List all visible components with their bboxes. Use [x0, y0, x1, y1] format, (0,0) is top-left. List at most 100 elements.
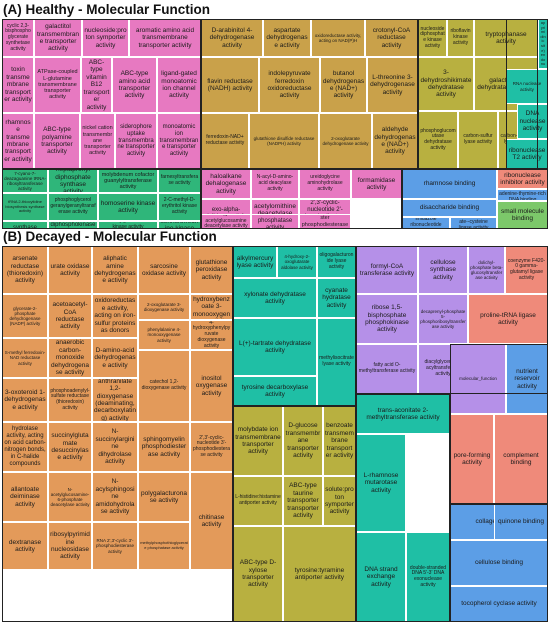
treemap-cell-succinylglutamate-desuccinylase-activity: succinylglutamate desuccinylase activity	[48, 422, 92, 472]
treemap-cell-label: ABC-type vitamin B12 transporter activit…	[83, 58, 110, 111]
treemap-cell-2-oxoglutarate-dehydrogenase-activity: 2-oxoglutarate dehydrogenase activity	[319, 113, 372, 169]
treemap-cell-label: D-arabinitol 4-dehydrogenase activity	[209, 26, 255, 49]
treemap-cell-dna-apurinic-or-apyrimidinic-site-endonu: DNA-(apurinic or apyrimidinic site) endo…	[538, 19, 548, 69]
treemap-cell-label: disaccharide binding	[419, 204, 480, 212]
treemap-cell-label: 2-oxoglutarate 3-dioxygenase activity	[143, 301, 185, 312]
treemap-cell-label: galactitol transmembrane transporter act…	[37, 23, 79, 53]
treemap-cell-2-oxoglutarate-3-dioxygenase-activity: 2-oxoglutarate 3-dioxygenase activity	[138, 294, 190, 320]
treemap-cell-label: cellulose synthase activity	[429, 258, 457, 281]
treemap-cell-haloalkane-dehalogenase-activity: haloalkane dehalogenase activity	[201, 169, 251, 199]
treemap-cell-label: arsenate reductase (thioredoxin) activit…	[6, 255, 44, 285]
treemap-cell-label: rhamnose binding	[423, 180, 476, 188]
treemap-cell-label: tryptophanase activity	[485, 30, 527, 45]
treemap-cell-l-histidine-histamine-antiporter-activit: L-histidine:histamine antiporter activit…	[233, 476, 283, 526]
treemap-cell-abc-type-amino-acid-transporter-activity: ABC-type amino acid transporter activity	[112, 57, 157, 113]
treemap-cell-ribose-1-5-bisphosphate-phosphokinase-ac: ribose 1,5-bisphosphate phosphokinase ac…	[356, 294, 418, 344]
treemap-cell-label: oligogalacturonide lyase activity	[319, 252, 354, 270]
treemap-cell-label: dextranase activity	[8, 538, 42, 553]
treemap-cell-label: haloalkane dehalogenase activity	[205, 172, 247, 195]
treemap-cell-label: 4-hydroxyphenylpyruvate dioxygenase acti…	[192, 320, 231, 349]
treemap-cell-label: monoatomic ion transmembrane transporter…	[159, 123, 199, 158]
treemap-cell-label: farnesyltransferase activity	[160, 174, 199, 186]
treemap-cell-alkaline-phosphatase-activity: alkaline phosphatase activity	[251, 214, 299, 229]
treemap-cell-label: alkylmercury lyase activity	[236, 254, 274, 269]
treemap-cell-label: polygalacturonase activity	[141, 489, 187, 504]
treemap-cell-label: molybdenum cofactor guanylyltransferase …	[101, 171, 155, 191]
treemap-cell-5-carboxyamino-imidazole-ribonucleotide-: 5-carboxyamino-imidazole ribonucleotide …	[402, 217, 450, 229]
treemap-cell-label: proline-tRNA ligase activity	[480, 311, 536, 326]
treemap-cell-label: N-acyl-D-amino-acid deacylase activity	[256, 174, 294, 192]
treemap-cell-label: siderophore uptake transmembrane transpo…	[117, 123, 155, 158]
treemap-cell-label: aromatic amino acid transmembrane transp…	[135, 26, 195, 49]
treemap-cell-label: ribonuclease T2 activity	[508, 146, 546, 161]
treemap-cell-rhamnose-binding: rhamnose binding	[402, 169, 497, 199]
treemap-cell-label: inositol oxygenase activity	[195, 374, 228, 397]
treemap-cell-label: cyanate hydratase activity	[322, 286, 351, 309]
treemap-cell-label: methylisocitrate lyase activity	[319, 355, 354, 367]
treemap-cell-d-glucose-transmembrane-transporter-acti: D-glucose transmembrane transporter acti…	[283, 406, 323, 476]
treemap-cell-homoserine-kinase-activity: homoserine kinase activity	[98, 193, 158, 221]
treemap-cell-label: diacylglycerol O-acyltransferase activit…	[424, 359, 462, 377]
treemap-cell-tryptophanase-activity: tryptophanase activity	[474, 19, 538, 57]
treemap-cell-toxin-transmembrane-transporter-activity: toxin transmembrane transporter activity	[2, 57, 34, 113]
treemap-cell-acetoacetyl-coa-reductase-activity: acetoacetyl-CoA reductase activity	[48, 294, 92, 338]
treemap-cell-abc-type-vitamin-b12-transporter-activit: ABC-type vitamin B12 transporter activit…	[81, 57, 112, 113]
treemap-cell-carbon-sulfur-lyase-activity: carbon-sulfur lyase activity	[458, 111, 498, 169]
treemap-cell-label: fatty acid O-methyltransferase activity	[358, 362, 416, 374]
treemap-cell-label: glycerophosphodiester phosphodiesterase …	[301, 215, 349, 228]
treemap-cell-3-dehydroshikimate-dehydratase-activity: 3-dehydroshikimate dehydratase activity	[418, 57, 474, 111]
treemap-cell-dna-nuclease-activity: DNA nuclease activity	[517, 104, 548, 139]
treemap-cell-label: nucleoside:proton symporter activity	[84, 26, 127, 49]
treemap-cell-label: toxin transmembrane transporter activity	[4, 66, 32, 104]
treemap-cell-label: molybdate ion transmembrane transporter …	[235, 426, 281, 456]
treemap-cell-cyclic-2-3-bisphosphoglycerate-synthetas: cyclic 2,3-bisphosphoglycerate synthetas…	[2, 19, 34, 57]
treemap-cell-label: L-threonine 3-dehydrogenase activity	[370, 73, 415, 96]
treemap-cell-label: xylonate dehydratase activity	[244, 290, 306, 305]
treemap-cell-rhamnose-transmembrane-transporter-activ: rhamnose transmembrane transporter activ…	[2, 113, 34, 169]
treemap-cell-protein-serine-threonine-kinase-activity: protein serine/threonine kinase activity	[158, 221, 201, 229]
treemap-cell-formyl-coa-transferase-activity: formyl-CoA transferase activity	[356, 246, 418, 294]
treemap-cell-label: glutathione disulfide reductase (NADPH) …	[253, 135, 315, 146]
treemap-cell-phenylalanine-4-monooxygenase-activity: phenylalanine 4-monooxygenase activity	[138, 320, 190, 350]
treemap-cell-label: decaprenyl-phosphate 5-phosphoribosyltra…	[420, 308, 466, 330]
treemap-cell-label: succinylglutamate desuccinylase activity	[51, 432, 89, 462]
treemap-cell-2-3-cyclic-nucleotide-3-phosphodiesteras: 2',3'-cyclic-nucleotide 3'-phosphodieste…	[190, 422, 233, 472]
treemap-cell-rna-nuclease-activity: RNA nuclease activity	[506, 69, 548, 104]
treemap-cell-label: benzoate transmembrane transporter activ…	[325, 422, 354, 460]
treemap-cell-label: DNA nuclease activity	[519, 110, 546, 133]
treemap-cell-label: cellulose binding	[474, 559, 524, 567]
treemap-cell-proline-trna-ligase-activity: proline-tRNA ligase activity	[468, 294, 548, 344]
treemap-cell-label: acetoacetyl-CoA reductase activity	[52, 301, 88, 331]
treemap-cell-label: 4-hydroxybenzoate 3-monooxygenase activi…	[192, 295, 231, 319]
treemap-cell-ligand-gated-monoatomic-ion-channel-acti: ligand-gated monoatomic ion channel acti…	[157, 57, 201, 113]
treemap-cell-oxidoreductase-activity-acting-on-nad-p-: oxidoreductase activity, acting on NAD(P…	[311, 19, 365, 57]
treemap-cell-3-oxoteroid-1-dehydrogenase-activity: 3-oxoteroid 1-dehydrogenase activity	[2, 378, 48, 422]
treemap-cell-label: D-amino-acid dehydrogenase activity	[94, 346, 136, 369]
treemap-cell-methylisocitrate-lyase-activity: methylisocitrate lyase activity	[317, 318, 356, 406]
treemap-cell-hydrolase-activity-acting-on-acid-carbon: hydrolase activity, acting on acid carbo…	[2, 422, 48, 472]
treemap-cell-phosphoglucomutase-dehydratase-activity: phosphoglucomutase dehydratase activity	[418, 111, 458, 169]
treemap-cell-label: anaerobic carbon-monoxide dehydrogenase …	[51, 339, 89, 377]
treemap-cell-label: nickel cation transmembrane transporter …	[82, 125, 113, 157]
treemap-cell-glutathione-peroxidase-activity: glutathione peroxidase activity	[190, 246, 233, 294]
treemap-cell-small-molecule-binding: small molecule binding	[497, 201, 548, 229]
treemap-cell-solute-proton-symporter-activity: solute:proton symporter activity	[323, 476, 356, 526]
treemap-cell-label: ferredoxin-NAD+ reductase activity	[205, 134, 245, 146]
treemap-cell-oligogalacturonide-lyase-activity: oligogalacturonide lyase activity	[317, 246, 356, 278]
treemap-cell-label: ribose 1,5-bisphosphate phosphokinase ac…	[365, 304, 409, 334]
treemap-cell-label: alkaline phosphatase activity	[257, 214, 293, 229]
treemap-cell-label: methylphosphothioglycerate phosphatase a…	[140, 540, 188, 550]
treemap-cell-label: phenylalanine 4-monooxygenase activity	[147, 327, 181, 343]
treemap-cell-fatty-acid-o-methyltransferase-activity: fatty acid O-methyltransferase activity	[356, 344, 418, 394]
treemap-cell-2-3-cyclic-gmp-amp-synthase-activity: 2',3'-cyclic GMP-AMP synthase activity	[2, 221, 48, 229]
treemap-cell-quinone-binding: quinone binding	[494, 504, 548, 540]
treemap-cell-7-cyano-7-deazaguanine-trna-ribosyltrans: 7-cyano-7-deazaguanine tRNA-ribosyltrans…	[2, 169, 48, 193]
treemap-cell-label: riboflavin kinase activity	[450, 28, 471, 46]
treemap-cell-galactitol-transmembrane-transporter-act: galactitol transmembrane transporter act…	[34, 19, 82, 57]
treemap-cell-polygalacturonase-activity: polygalacturonase activity	[138, 472, 190, 522]
treemap-cell-nutrient-reservoir-activity: nutrient reservoir activity	[506, 344, 548, 414]
panel-a-treemap: cyclic 2,3-bisphosphoglycerate synthetas…	[2, 19, 548, 229]
treemap-cell-alkylmercury-lyase-activity: alkylmercury lyase activity	[233, 246, 277, 278]
treemap-cell-phosphoadenylyl-sulfate-reductase-thiore: phosphoadenylyl-sulfate reductase (thior…	[48, 378, 92, 422]
treemap-cell-2-c-methyl-d-erythritol-kinase-activity: 2-C-methyl-D-erythritol kinase activity	[158, 193, 201, 221]
